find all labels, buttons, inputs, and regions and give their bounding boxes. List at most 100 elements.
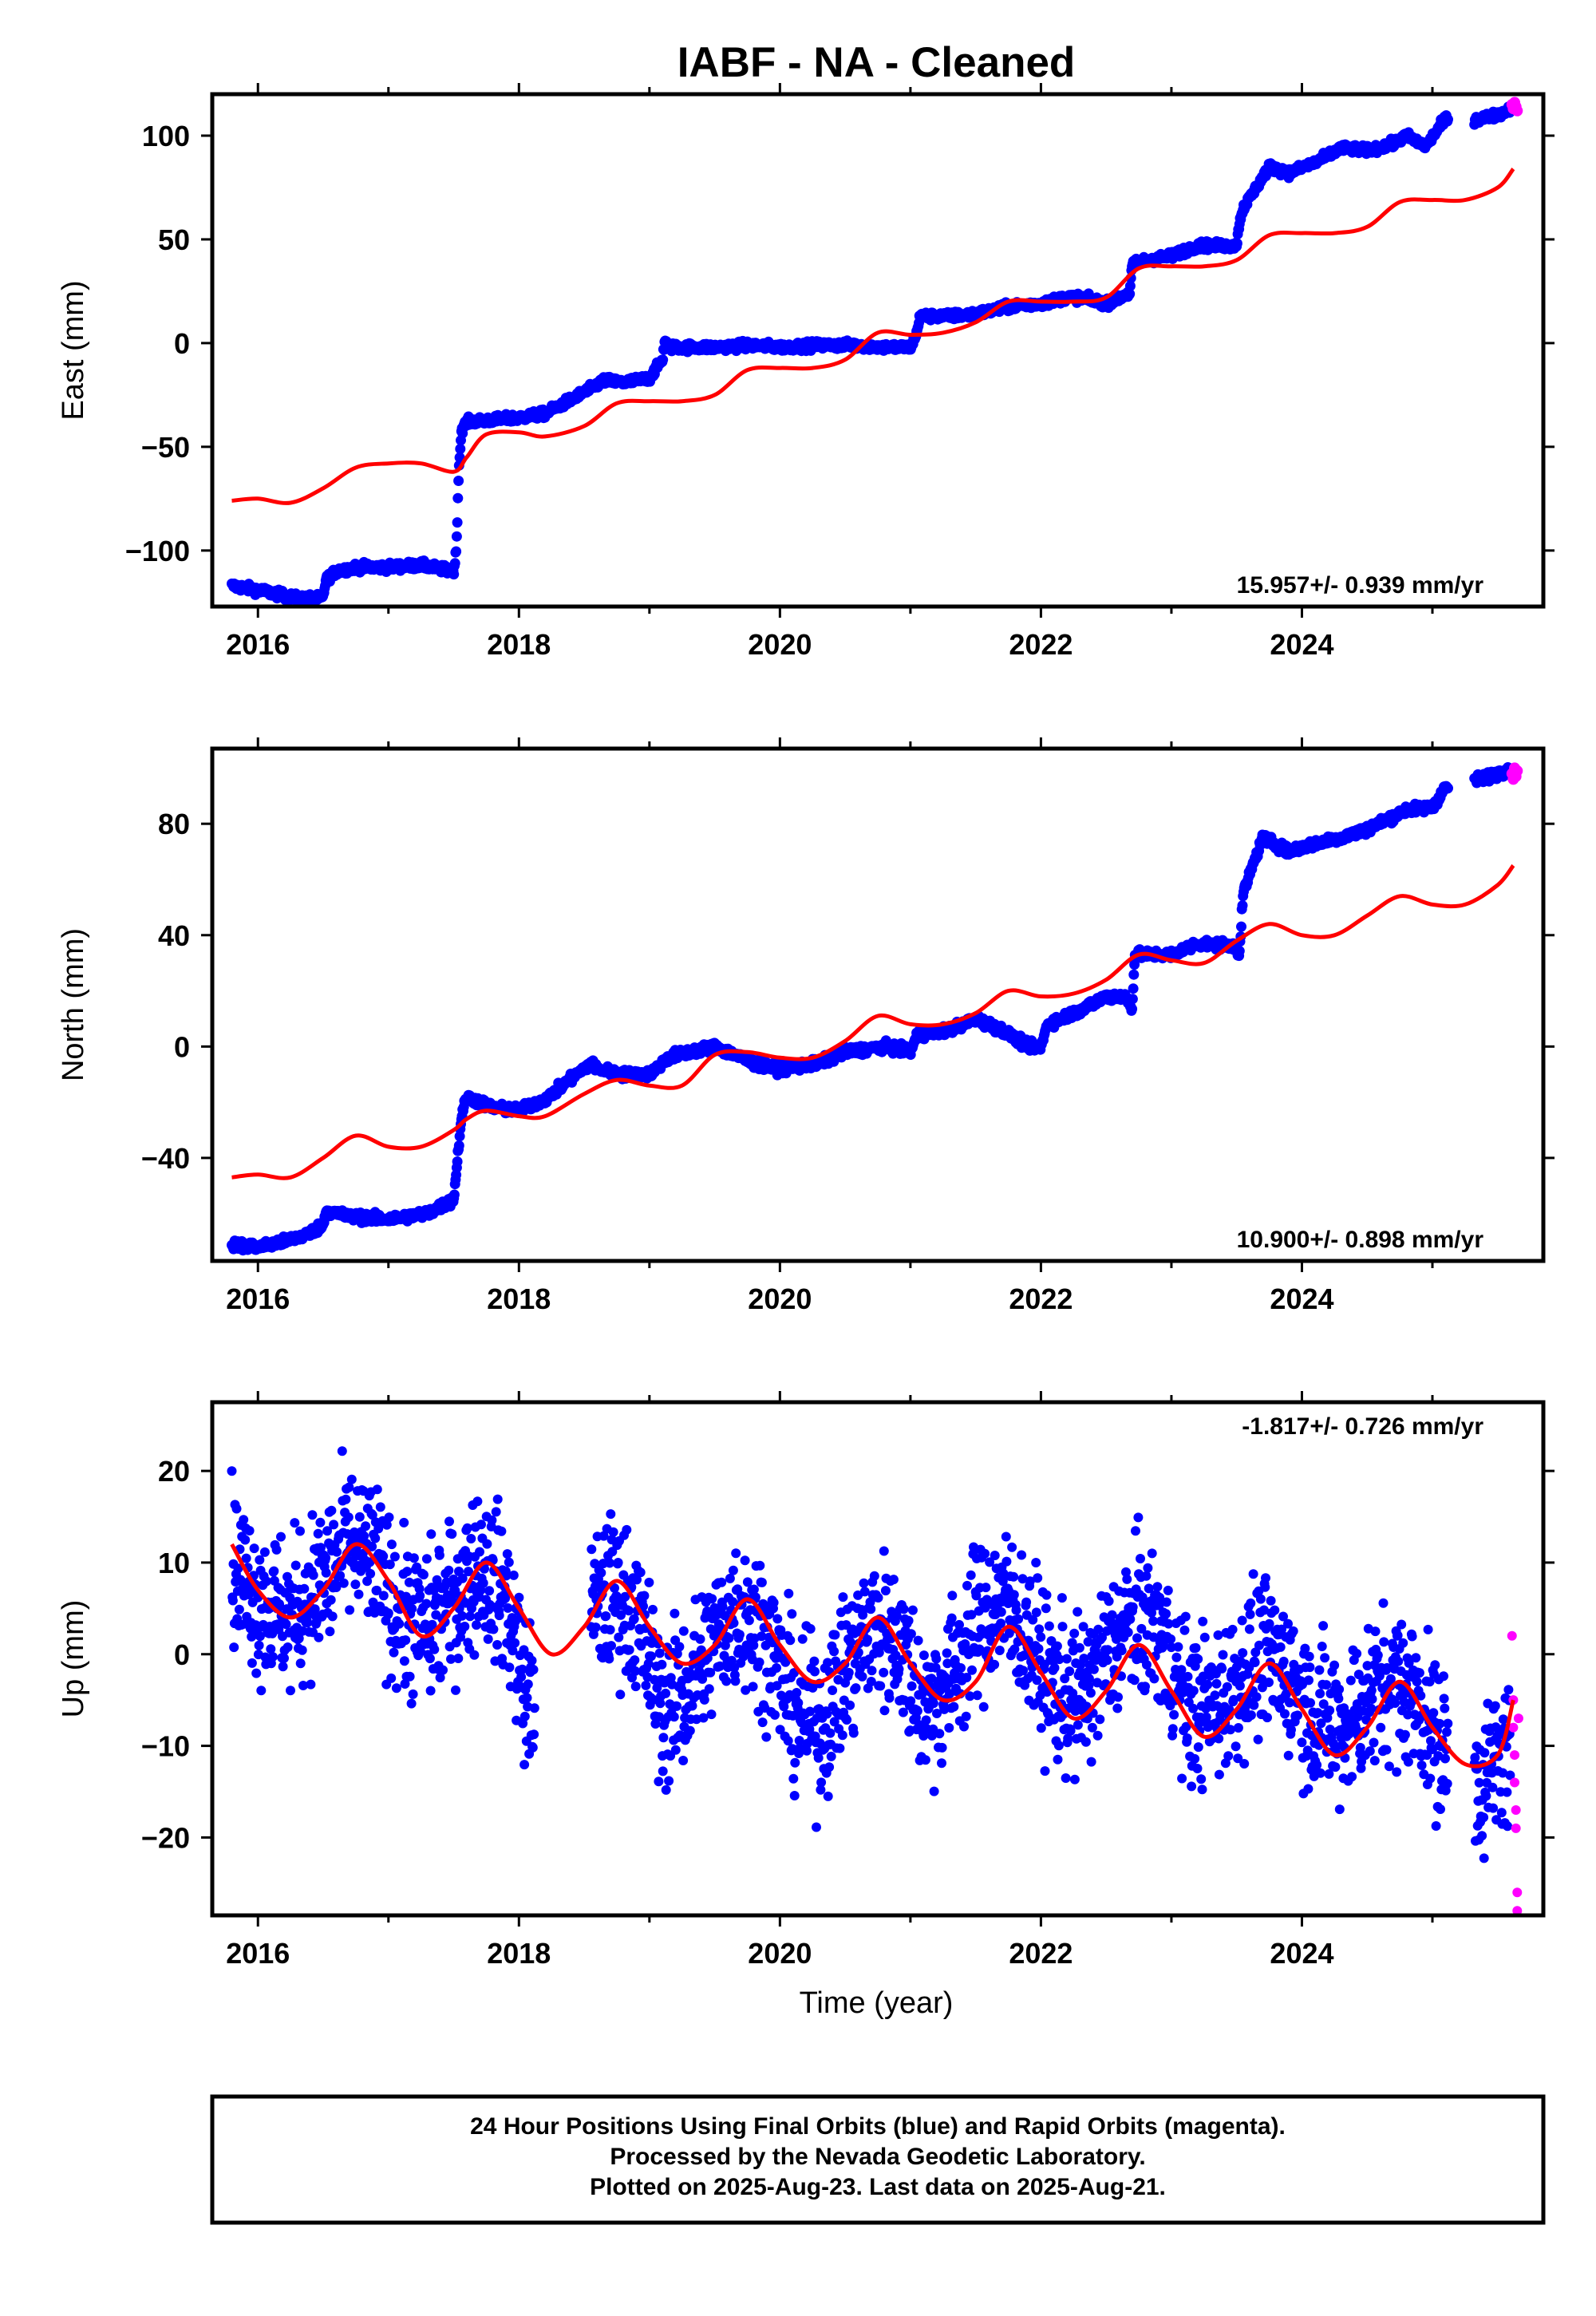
up-data-point (457, 1611, 467, 1621)
up-data-point (255, 1631, 265, 1642)
up-data-point (370, 1533, 381, 1543)
up-data-point (307, 1510, 318, 1520)
north-x-tick-label: 2016 (226, 1282, 290, 1315)
up-data-point (239, 1515, 249, 1525)
up-data-point (504, 1662, 515, 1673)
up-data-point (409, 1553, 419, 1563)
up-data-point (365, 1568, 376, 1579)
up-data-point (496, 1526, 507, 1536)
up-data-point (314, 1632, 324, 1642)
up-data-point (508, 1570, 519, 1580)
north-data-point (1128, 969, 1140, 980)
north-y-tick-label: 0 (174, 1030, 190, 1063)
up-data-point (446, 1654, 456, 1664)
up-data-point (606, 1641, 616, 1651)
up-data-point (465, 1611, 475, 1622)
up-data-point (519, 1711, 530, 1721)
up-data-point (476, 1520, 486, 1530)
up-data-point (401, 1635, 411, 1646)
up-data-point (502, 1549, 512, 1559)
up-data-point (266, 1644, 276, 1654)
east-y-tick-label: −100 (125, 535, 190, 567)
up-data-point (434, 1550, 444, 1560)
up-data-point (233, 1563, 243, 1574)
up-data-point (290, 1518, 300, 1528)
up-data-point (608, 1527, 618, 1537)
up-data-point (516, 1672, 527, 1682)
up-final-points (227, 1446, 1515, 1863)
up-data-point (412, 1562, 422, 1572)
up-data-point (332, 1547, 342, 1557)
east-y-tick-label: −50 (141, 431, 190, 464)
up-data-point (613, 1558, 623, 1567)
up-data-point (326, 1595, 336, 1605)
east-x-tick-label: 2024 (1270, 628, 1333, 661)
up-data-point (362, 1576, 373, 1587)
up-data-point (295, 1658, 306, 1669)
up-data-point (375, 1502, 385, 1512)
up-data-point (523, 1679, 533, 1690)
up-data-point (522, 1693, 532, 1703)
up-data-point (247, 1658, 257, 1668)
north-data-point (1127, 994, 1138, 1005)
up-data-point (464, 1567, 473, 1577)
east-x-tick-label: 2016 (226, 628, 290, 661)
up-data-point (321, 1567, 331, 1578)
up-data-point (321, 1553, 331, 1563)
up-data-point (519, 1760, 530, 1770)
up-data-point (302, 1618, 313, 1628)
up-data-point (598, 1531, 609, 1541)
up-data-point (466, 1534, 476, 1543)
up-data-point (487, 1515, 497, 1525)
east-data-point (451, 546, 462, 557)
north-model-line (231, 864, 1515, 1180)
east-x-tick-label: 2020 (748, 628, 812, 661)
up-data-point (444, 1565, 454, 1575)
up-data-point (400, 1679, 410, 1689)
north-rapid-point (1511, 765, 1523, 777)
east-x-tick-label: 2022 (1009, 628, 1073, 661)
up-data-point (249, 1543, 259, 1554)
north-y-tick-label: 40 (158, 919, 190, 952)
north-data-point (448, 1189, 460, 1200)
east-data-point (452, 492, 464, 504)
up-data-point (231, 1504, 242, 1514)
up-data-point (591, 1622, 601, 1633)
east-data-point (453, 476, 464, 486)
up-data-point (414, 1583, 425, 1594)
up-data-point (478, 1578, 488, 1588)
up-data-point (354, 1589, 364, 1599)
up-data-point (483, 1634, 493, 1644)
up-data-point (529, 1729, 539, 1740)
up-data-point (251, 1668, 262, 1678)
north-y-axis-label: North (mm) (57, 928, 90, 1081)
up-data-point (367, 1510, 377, 1520)
up-data-point (389, 1647, 399, 1658)
east-frame (210, 92, 1546, 609)
up-data-point (278, 1662, 288, 1672)
up-data-point (329, 1520, 339, 1530)
east-data-point (455, 444, 466, 454)
up-data-point (482, 1539, 492, 1549)
up-data-point (407, 1603, 417, 1614)
north-plot-area (227, 762, 1523, 1256)
up-data-point (359, 1531, 369, 1541)
up-data-point (510, 1638, 520, 1648)
up-data-point (444, 1516, 454, 1527)
east-final-points (227, 101, 1515, 607)
north-data-point (1237, 900, 1248, 911)
north-data-point (1443, 783, 1453, 794)
up-data-point (244, 1526, 255, 1535)
up-data-point (601, 1611, 611, 1621)
up-data-point (426, 1529, 437, 1539)
up-data-point (306, 1679, 316, 1690)
up-data-point (514, 1592, 524, 1603)
up-data-point (282, 1642, 293, 1652)
east-data-point (658, 354, 669, 366)
up-data-point (267, 1652, 278, 1662)
up-data-point (227, 1595, 238, 1606)
up-data-point (279, 1653, 289, 1663)
